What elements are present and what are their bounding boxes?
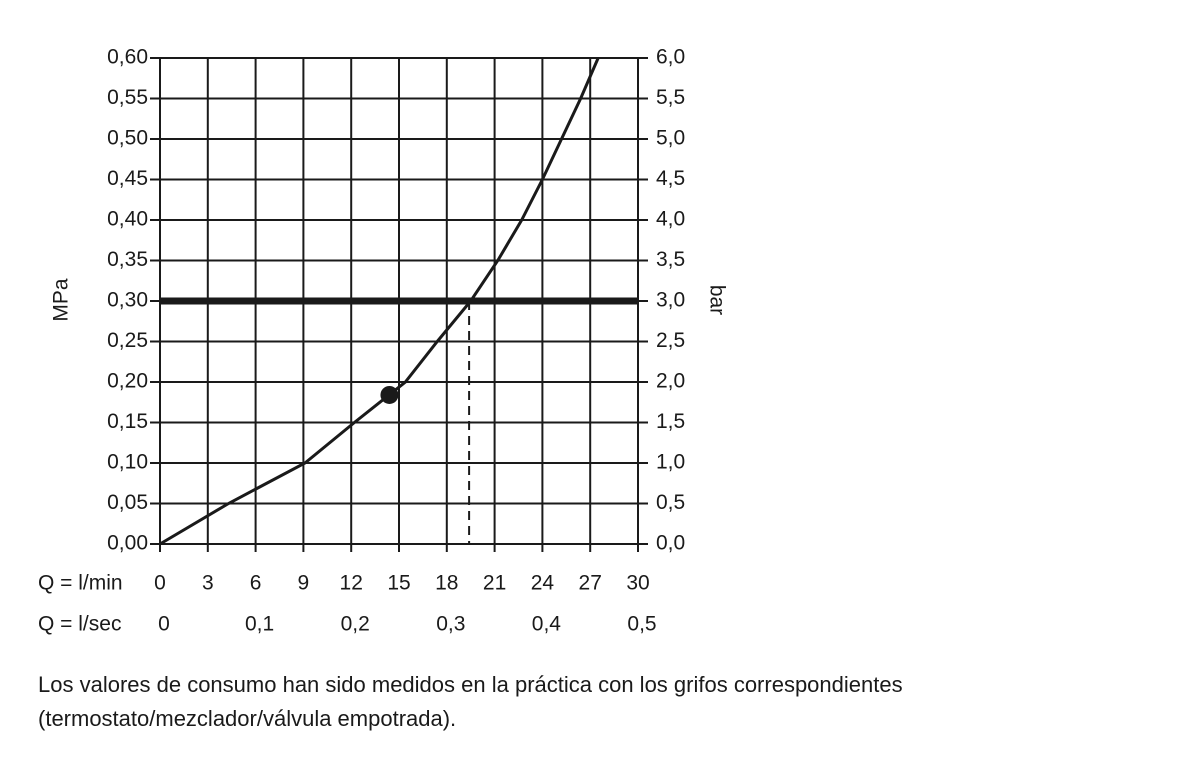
x2-tick-label: 0,3: [436, 613, 465, 636]
y2-tick-label: 5,5: [656, 86, 685, 109]
y2-tick-label: 3,0: [656, 289, 685, 312]
x-tick-label: 0: [154, 572, 166, 595]
x2-tick-label: 0,5: [627, 613, 656, 636]
x-tick-label: 6: [250, 572, 262, 595]
y2-tick-label: 2,0: [656, 370, 685, 393]
x-tick-label: 18: [435, 572, 458, 595]
y2-tick-label: 1,0: [656, 451, 685, 474]
y-tick-label: 0,20: [107, 370, 148, 393]
x-tick-label: 27: [579, 572, 602, 595]
y2-tick-label: 4,5: [656, 167, 685, 190]
y2-tick-label: 4,0: [656, 208, 685, 231]
y-tick-label: 0,45: [107, 167, 148, 190]
x-tick-label: 30: [626, 572, 649, 595]
x2-tick-label: 0,4: [532, 613, 562, 636]
y-tick-label: 0,05: [107, 491, 148, 514]
x-axis-label: Q = l/min: [38, 572, 123, 595]
y-axis-label: MPa: [50, 278, 73, 322]
x-tick-label: 12: [340, 572, 363, 595]
x2-tick-label: 0,2: [341, 613, 370, 636]
x-tick-label: 9: [298, 572, 310, 595]
y-tick-label: 0,10: [107, 451, 148, 474]
y-tick-label: 0,35: [107, 248, 148, 271]
x-tick-label: 3: [202, 572, 214, 595]
y2-tick-label: 5,0: [656, 127, 685, 150]
x-tick-label: 24: [531, 572, 555, 595]
y-tick-label: 0,30: [107, 289, 148, 312]
x-tick-label: 21: [483, 572, 506, 595]
y-tick-label: 0,55: [107, 86, 148, 109]
y2-tick-label: 2,5: [656, 329, 685, 352]
x2-tick-label: 0: [158, 613, 170, 636]
y2-axis-label: bar: [705, 285, 728, 315]
y-tick-label: 0,15: [107, 410, 148, 433]
x2-axis-label: Q = l/sec: [38, 613, 121, 636]
y-tick-label: 0,40: [107, 208, 148, 231]
line-series: [159, 57, 600, 546]
y-tick-label: 0,60: [107, 46, 148, 69]
marker-dot: [380, 385, 399, 404]
y2-tick-label: 3,5: [656, 248, 685, 271]
y2-tick-label: 1,5: [656, 410, 685, 433]
y2-tick-label: 0,5: [656, 491, 685, 514]
x-tick-label: 15: [387, 572, 410, 595]
y2-tick-label: 0,0: [656, 532, 685, 555]
y2-tick-label: 6,0: [656, 46, 685, 69]
y-tick-label: 0,00: [107, 532, 148, 555]
note: (termostato/mezclador/válvula empotrada)…: [38, 706, 456, 731]
x2-tick-label: 0,1: [245, 613, 274, 636]
y-tick-label: 0,50: [107, 127, 148, 150]
note: Los valores de consumo han sido medidos …: [38, 672, 903, 697]
y-tick-label: 0,25: [107, 329, 148, 352]
